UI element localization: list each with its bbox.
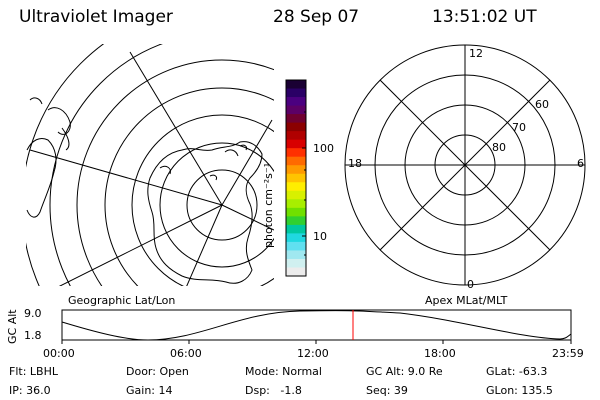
colorbar-segment	[286, 250, 306, 260]
colorbar-segment	[286, 216, 306, 226]
time-label: 13:51:02 UT	[432, 7, 537, 27]
colorbar-segment	[286, 190, 306, 200]
gc-alt-max-label: 9.0	[24, 307, 42, 320]
gc-alt-min-label: 1.8	[24, 329, 42, 342]
colorbar-segment	[286, 241, 306, 252]
lat-label-70: 70	[512, 121, 526, 134]
coastlines	[26, 97, 263, 284]
status-glat: GLat: -63.3	[486, 365, 548, 378]
mlt-label-18: 18	[348, 157, 362, 170]
gc-alt-plot: GC Alt	[6, 309, 572, 344]
mlt-label-0: 0	[467, 278, 474, 291]
status-glon: GLon: 135.5	[486, 384, 553, 397]
colorbar-tick-10: 10	[313, 230, 327, 243]
time-tick-0000: 00:00	[43, 347, 75, 360]
status-gc-alt: GC Alt: 9.0 Re	[366, 365, 443, 378]
colorbar	[286, 80, 306, 277]
geographic-map	[26, 44, 274, 286]
meridian-lines	[29, 51, 274, 286]
colorbar-segment	[286, 88, 306, 98]
colorbar-segment	[286, 114, 306, 124]
time-tick-1800: 18:00	[424, 347, 456, 360]
colorbar-unit-label: photon cm⁻²s⁻¹	[262, 162, 275, 248]
mlt-label-6: 6	[577, 157, 584, 170]
lat-label-80: 80	[492, 141, 506, 154]
gc-alt-xticks	[61, 340, 572, 344]
colorbar-ticks	[302, 111, 306, 256]
colorbar-segment	[286, 97, 306, 107]
status-ip: IP: 36.0	[9, 384, 51, 397]
gc-alt-frame	[61, 309, 572, 341]
geo-panel-label: Geographic Lat/Lon	[68, 294, 176, 307]
colorbar-segment	[286, 224, 306, 234]
colorbar-segment	[286, 122, 306, 132]
time-tick-1200: 12:00	[297, 347, 329, 360]
mlt-label-12: 12	[469, 47, 483, 60]
colorbar-segment	[286, 165, 306, 175]
time-tick-0600: 06:00	[170, 347, 202, 360]
colorbar-tick-100: 100	[313, 142, 334, 155]
polar-plot	[344, 44, 586, 286]
lat-label-60: 60	[535, 98, 549, 111]
status-seq: Seq: 39	[366, 384, 408, 397]
colorbar-segment	[286, 148, 306, 158]
colorbar-segment	[286, 182, 306, 192]
colorbar-frame	[285, 79, 307, 277]
colorbar-segment	[286, 207, 306, 217]
status-gain: Gain: 14	[126, 384, 173, 397]
status-filter: Flt: LBHL	[9, 365, 58, 378]
colorbar-segment	[286, 199, 306, 209]
colorbar-segment	[286, 80, 306, 90]
gc-alt-ylabel: GC Alt	[6, 309, 19, 344]
polar-panel-label: Apex MLat/MLT	[425, 294, 508, 307]
latitude-circles	[26, 44, 274, 286]
colorbar-segment	[286, 233, 306, 243]
colorbar-segment	[286, 156, 306, 166]
status-mode: Mode: Normal	[245, 365, 322, 378]
gc-alt-curve	[61, 310, 572, 341]
status-door: Door: Open	[126, 365, 189, 378]
colorbar-segment	[286, 105, 306, 115]
colorbar-segment	[286, 258, 306, 269]
status-dsp: Dsp: -1.8	[245, 384, 302, 397]
time-tick-2359: 23:59	[552, 347, 584, 360]
colorbar-segment	[286, 267, 306, 277]
mlt-grid-lines	[345, 45, 585, 285]
colorbar-segment	[286, 139, 306, 149]
instrument-title: Ultraviolet Imager	[19, 7, 173, 27]
colorbar-segment	[286, 131, 306, 141]
date-label: 28 Sep 07	[273, 7, 360, 27]
colorbar-segment	[286, 173, 306, 183]
